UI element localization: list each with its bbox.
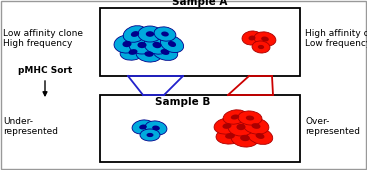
Ellipse shape xyxy=(123,41,131,47)
Ellipse shape xyxy=(242,31,262,45)
Text: High affinity clone: High affinity clone xyxy=(305,30,367,38)
Ellipse shape xyxy=(261,37,269,41)
Ellipse shape xyxy=(252,41,270,53)
Ellipse shape xyxy=(258,45,264,49)
Ellipse shape xyxy=(216,128,244,144)
Ellipse shape xyxy=(152,42,161,48)
Ellipse shape xyxy=(238,111,262,125)
Bar xyxy=(100,8,300,76)
Ellipse shape xyxy=(255,133,265,139)
Ellipse shape xyxy=(246,116,254,121)
Ellipse shape xyxy=(132,120,154,134)
Text: High frequency: High frequency xyxy=(3,38,72,47)
Ellipse shape xyxy=(136,46,162,62)
Ellipse shape xyxy=(161,31,169,37)
Ellipse shape xyxy=(146,133,153,137)
Ellipse shape xyxy=(248,36,255,40)
Ellipse shape xyxy=(243,118,269,134)
Ellipse shape xyxy=(251,123,261,129)
Ellipse shape xyxy=(223,110,247,124)
Ellipse shape xyxy=(114,35,140,53)
Ellipse shape xyxy=(154,27,176,41)
Ellipse shape xyxy=(160,35,184,53)
Ellipse shape xyxy=(138,26,162,42)
Ellipse shape xyxy=(228,118,254,136)
Ellipse shape xyxy=(254,32,276,46)
Text: Over-: Over- xyxy=(305,117,329,126)
Ellipse shape xyxy=(152,125,160,131)
Text: pMHC Sort: pMHC Sort xyxy=(18,66,72,75)
Text: Low frequency: Low frequency xyxy=(305,38,367,47)
Ellipse shape xyxy=(146,31,154,37)
Ellipse shape xyxy=(168,41,176,47)
Ellipse shape xyxy=(145,51,153,57)
Ellipse shape xyxy=(129,36,155,54)
Text: Sample A: Sample A xyxy=(172,0,228,7)
Ellipse shape xyxy=(214,118,240,134)
Ellipse shape xyxy=(139,124,147,130)
Ellipse shape xyxy=(236,124,246,130)
Ellipse shape xyxy=(160,49,170,55)
Ellipse shape xyxy=(152,44,178,60)
Ellipse shape xyxy=(231,129,259,147)
Text: Low affinity clone: Low affinity clone xyxy=(3,30,83,38)
Bar xyxy=(100,95,300,162)
Ellipse shape xyxy=(222,123,232,129)
Ellipse shape xyxy=(247,128,273,144)
Ellipse shape xyxy=(131,31,139,37)
Ellipse shape xyxy=(231,114,239,120)
Ellipse shape xyxy=(144,36,170,54)
Text: represented: represented xyxy=(305,126,360,135)
Text: Under-: Under- xyxy=(3,117,33,126)
Ellipse shape xyxy=(240,135,250,141)
Ellipse shape xyxy=(128,49,138,55)
Ellipse shape xyxy=(138,42,146,48)
Text: represented: represented xyxy=(3,126,58,135)
Ellipse shape xyxy=(225,133,235,139)
Ellipse shape xyxy=(140,129,160,141)
Ellipse shape xyxy=(145,121,167,135)
Ellipse shape xyxy=(120,44,146,60)
Ellipse shape xyxy=(123,26,147,42)
Text: Sample B: Sample B xyxy=(155,97,210,107)
